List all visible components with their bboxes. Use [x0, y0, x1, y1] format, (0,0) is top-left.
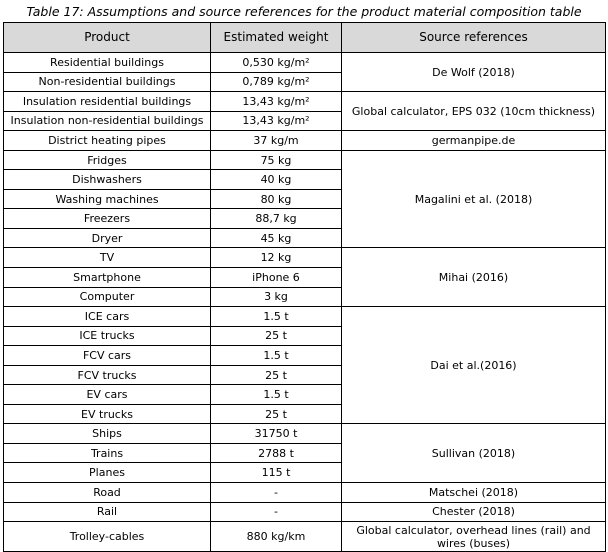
- table-row: ICE trucks 25 t: [3, 325, 606, 347]
- table-row: District heating pipes 37 kg/m germanpipe.…: [3, 130, 606, 151]
- weight-cell: 0,530 kg/m²: [210, 52, 342, 73]
- weight-cell: 1.5 t: [210, 306, 342, 327]
- product-cell: Road: [3, 482, 211, 503]
- weight-cell: 80 kg: [210, 188, 342, 210]
- source-reference-cell: Magalini et al. (2018): [341, 149, 606, 249]
- weight-cell: 115 t: [210, 462, 342, 484]
- table-row: Computer 3 kg: [3, 286, 606, 308]
- product-cell: EV trucks: [3, 403, 211, 425]
- table-row: Fridges 75 kg Magalini et al. (2018): [3, 149, 606, 249]
- product-cell: FCV cars: [3, 345, 211, 366]
- product-cell: Smartphone: [3, 267, 211, 288]
- product-cell: Insulation residential buildings: [3, 91, 211, 112]
- table-row: Trolley-cables 880 kg/km Global calculator…: [3, 521, 606, 552]
- product-cell: ICE cars: [3, 306, 211, 327]
- product-cell: District heating pipes: [3, 130, 211, 151]
- table-caption: Table 17: Assumptions and source referen…: [26, 4, 582, 19]
- table-row: Freezers 88,7 kg: [3, 208, 606, 229]
- header-product: Product: [3, 22, 211, 53]
- table-row: Rail - Chester (2018): [3, 501, 606, 523]
- product-cell: FCV trucks: [3, 364, 211, 386]
- table-row: EV trucks 25 t: [3, 403, 606, 425]
- table-body: Residential buildings 0,530 kg/m² De Wolf …: [3, 51, 606, 552]
- composition-table: Product Estimated weight Source referenc…: [3, 22, 606, 552]
- table-row: Dishwashers 40 kg: [3, 169, 606, 190]
- header-estimated-weight: Estimated weight: [210, 22, 342, 53]
- source-reference-cell: Sullivan (2018): [341, 423, 606, 484]
- table-row: TV 12 kg Mihai (2016): [3, 247, 606, 308]
- weight-cell: 2788 t: [210, 442, 342, 464]
- weight-cell: -: [210, 482, 342, 503]
- header-source-references: Source references: [341, 22, 606, 53]
- weight-cell: 40 kg: [210, 169, 342, 190]
- table-row: FCV trucks 25 t: [3, 364, 606, 386]
- source-reference-cell: Global calculator, EPS 032 (10cm thickne…: [341, 91, 606, 132]
- product-cell: Insulation non-residential buildings: [3, 110, 211, 132]
- product-cell: Washing machines: [3, 188, 211, 210]
- weight-cell: 45 kg: [210, 227, 342, 249]
- product-cell: Residential buildings: [3, 52, 211, 73]
- product-cell: Computer: [3, 286, 211, 308]
- source-reference-cell: De Wolf (2018): [341, 51, 606, 93]
- product-cell: Non-residential buildings: [3, 71, 211, 93]
- weight-cell: -: [210, 501, 342, 523]
- weight-cell: 31750 t: [210, 423, 342, 444]
- source-reference-cell: Matschei (2018): [341, 482, 606, 503]
- weight-cell: 1.5 t: [210, 345, 342, 366]
- product-cell: Trolley-cables: [3, 521, 211, 552]
- weight-cell: 13,43 kg/m²: [210, 110, 342, 132]
- product-cell: Trains: [3, 442, 211, 464]
- table-row: Residential buildings 0,530 kg/m² De Wolf …: [3, 51, 606, 93]
- table-row: Ships 31750 t Sullivan (2018): [3, 423, 606, 484]
- weight-cell: 25 t: [210, 403, 342, 425]
- table-row: FCV cars 1.5 t: [3, 345, 606, 366]
- weight-cell: 13,43 kg/m²: [210, 91, 342, 112]
- product-cell: Ships: [3, 423, 211, 444]
- source-reference-cell: Mihai (2016): [341, 247, 606, 308]
- weight-cell: 12 kg: [210, 247, 342, 269]
- weight-cell: 0,789 kg/m²: [210, 71, 342, 93]
- source-reference-cell: Chester (2018): [341, 501, 606, 523]
- header-row: Product Estimated weight Source referenc…: [3, 22, 606, 53]
- weight-cell: 37 kg/m: [210, 130, 342, 151]
- source-reference-cell: Dai et al.(2016): [341, 306, 606, 425]
- weight-cell: 25 t: [210, 364, 342, 386]
- source-reference-cell: germanpipe.de: [341, 130, 606, 151]
- product-cell: Dishwashers: [3, 169, 211, 190]
- table-row: ICE cars 1.5 t Dai et al.(2016): [3, 306, 606, 425]
- weight-cell: 25 t: [210, 325, 342, 347]
- product-cell: Fridges: [3, 149, 211, 171]
- table-row: Smartphone iPhone 6: [3, 267, 606, 288]
- product-cell: TV: [3, 247, 211, 269]
- weight-cell: 1.5 t: [210, 384, 342, 405]
- product-cell: Dryer: [3, 227, 211, 249]
- product-cell: Freezers: [3, 208, 211, 229]
- product-cell: Planes: [3, 462, 211, 484]
- table-row: Insulation residential buildings 13,43 kg…: [3, 91, 606, 132]
- weight-cell: 88,7 kg: [210, 208, 342, 229]
- source-reference-cell: Global calculator, overhead lines (rail)…: [341, 521, 606, 552]
- product-cell: ICE trucks: [3, 325, 211, 347]
- weight-cell: 75 kg: [210, 149, 342, 171]
- weight-cell: 880 kg/km: [210, 521, 342, 552]
- product-cell: EV cars: [3, 384, 211, 405]
- weight-cell: 3 kg: [210, 286, 342, 308]
- weight-cell: iPhone 6: [210, 267, 342, 288]
- table-row: Road - Matschei (2018): [3, 482, 606, 503]
- product-cell: Rail: [3, 501, 211, 523]
